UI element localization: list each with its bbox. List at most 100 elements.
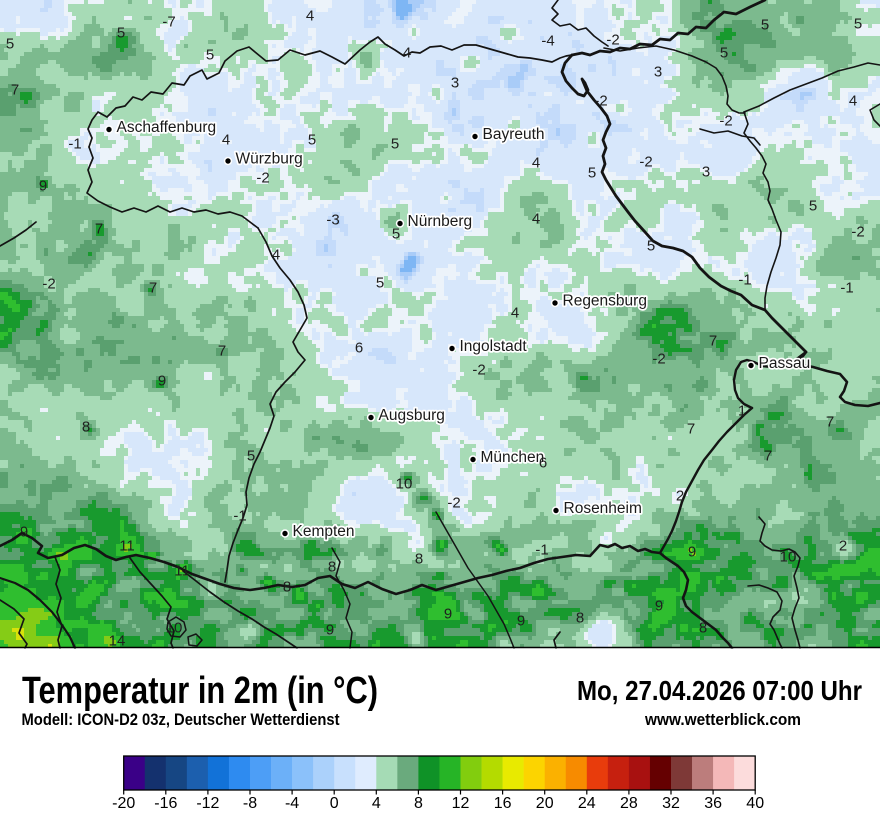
svg-text:28: 28 <box>620 795 638 812</box>
svg-text:4: 4 <box>222 132 230 149</box>
svg-text:3: 3 <box>451 75 459 92</box>
svg-text:-8: -8 <box>243 795 257 812</box>
svg-text:-1: -1 <box>840 280 853 297</box>
svg-text:4: 4 <box>372 795 381 812</box>
svg-text:9: 9 <box>326 622 334 639</box>
svg-text:5: 5 <box>647 238 655 255</box>
svg-text:5: 5 <box>6 36 14 53</box>
svg-text:Rosenheim: Rosenheim <box>564 500 642 517</box>
svg-text:www.wetterblick.com: www.wetterblick.com <box>644 711 801 729</box>
svg-text:-2: -2 <box>851 224 864 241</box>
svg-text:-2: -2 <box>639 154 652 171</box>
svg-text:24: 24 <box>578 795 596 812</box>
svg-text:9: 9 <box>517 613 525 630</box>
svg-text:Würzburg: Würzburg <box>236 151 303 168</box>
svg-text:10: 10 <box>396 476 413 493</box>
svg-text:5: 5 <box>247 448 255 465</box>
svg-text:3: 3 <box>702 164 710 181</box>
svg-text:2: 2 <box>676 488 684 505</box>
svg-text:5: 5 <box>391 136 399 153</box>
svg-text:7: 7 <box>218 343 226 360</box>
svg-text:5: 5 <box>308 132 316 149</box>
svg-text:-2: -2 <box>447 495 460 512</box>
svg-text:5: 5 <box>206 47 214 64</box>
svg-text:8: 8 <box>699 620 707 637</box>
svg-text:7: 7 <box>764 448 772 465</box>
svg-text:8: 8 <box>328 559 336 576</box>
svg-text:-1: -1 <box>535 542 548 559</box>
svg-text:7: 7 <box>826 414 834 431</box>
svg-text:-7: -7 <box>162 14 175 31</box>
svg-text:40: 40 <box>746 795 764 812</box>
svg-text:8: 8 <box>576 610 584 627</box>
svg-text:12: 12 <box>452 795 470 812</box>
svg-text:Mo, 27.04.2026 07:00 Uhr: Mo, 27.04.2026 07:00 Uhr <box>577 675 862 706</box>
svg-text:5: 5 <box>720 45 728 62</box>
svg-text:20: 20 <box>536 795 554 812</box>
svg-text:Modell: ICON-D2 03z, Deutscher: Modell: ICON-D2 03z, Deutscher Wetterdie… <box>22 710 340 729</box>
svg-text:-1: -1 <box>738 272 751 289</box>
svg-text:9: 9 <box>655 598 663 615</box>
svg-text:-2: -2 <box>606 32 619 49</box>
svg-text:-2: -2 <box>594 93 607 110</box>
svg-text:10: 10 <box>780 549 797 566</box>
svg-text:5: 5 <box>588 165 596 182</box>
svg-text:-4: -4 <box>285 795 299 812</box>
svg-text:-1: -1 <box>233 508 246 525</box>
svg-text:36: 36 <box>704 795 722 812</box>
svg-text:8: 8 <box>82 419 90 436</box>
svg-text:5: 5 <box>761 17 769 34</box>
svg-text:11: 11 <box>174 563 190 580</box>
svg-text:Nürnberg: Nürnberg <box>408 213 473 230</box>
svg-text:7: 7 <box>149 280 157 297</box>
svg-text:Aschaffenburg: Aschaffenburg <box>117 119 217 136</box>
svg-text:-3: -3 <box>326 212 339 229</box>
svg-text:6: 6 <box>539 455 547 472</box>
svg-text:-4: -4 <box>541 33 554 50</box>
svg-text:4: 4 <box>532 211 540 228</box>
svg-text:-12: -12 <box>196 795 219 812</box>
svg-text:2: 2 <box>839 538 847 555</box>
svg-text:Kempten: Kempten <box>293 523 355 540</box>
svg-text:9: 9 <box>20 524 28 541</box>
svg-text:10: 10 <box>166 620 183 637</box>
svg-text:8: 8 <box>283 579 291 596</box>
svg-text:Bayreuth: Bayreuth <box>483 126 545 143</box>
svg-text:4: 4 <box>532 155 540 172</box>
svg-text:16: 16 <box>494 795 512 812</box>
svg-text:1: 1 <box>738 403 746 420</box>
svg-text:Regensburg: Regensburg <box>563 293 647 310</box>
svg-text:München: München <box>481 449 545 466</box>
svg-text:5: 5 <box>392 226 400 243</box>
svg-text:4: 4 <box>306 8 314 25</box>
svg-text:-1: -1 <box>68 136 81 153</box>
svg-text:7: 7 <box>709 333 717 350</box>
svg-text:9: 9 <box>39 178 47 195</box>
svg-text:8: 8 <box>414 795 423 812</box>
svg-text:4: 4 <box>403 45 411 62</box>
svg-text:7: 7 <box>11 82 19 99</box>
svg-text:Temperatur in 2m (in °C): Temperatur in 2m (in °C) <box>22 670 378 712</box>
svg-text:8: 8 <box>415 551 423 568</box>
svg-text:Augsburg: Augsburg <box>379 407 445 424</box>
svg-text:9: 9 <box>444 606 452 623</box>
svg-text:-2: -2 <box>42 276 55 293</box>
svg-text:9: 9 <box>688 544 696 561</box>
svg-text:5: 5 <box>809 198 817 215</box>
svg-text:7: 7 <box>687 421 695 438</box>
svg-text:4: 4 <box>272 247 280 264</box>
svg-text:-20: -20 <box>112 795 135 812</box>
svg-text:14: 14 <box>109 633 126 650</box>
svg-text:-2: -2 <box>719 113 732 130</box>
svg-text:-2: -2 <box>652 351 665 368</box>
svg-text:7: 7 <box>95 221 103 238</box>
svg-text:-2: -2 <box>256 170 269 187</box>
svg-text:-16: -16 <box>154 795 177 812</box>
svg-text:11: 11 <box>119 538 135 555</box>
svg-text:6: 6 <box>355 340 363 357</box>
svg-text:9: 9 <box>158 373 166 390</box>
svg-text:5: 5 <box>376 275 384 292</box>
svg-text:Ingolstadt: Ingolstadt <box>460 338 528 355</box>
svg-text:4: 4 <box>849 93 857 110</box>
svg-text:5: 5 <box>854 16 862 33</box>
